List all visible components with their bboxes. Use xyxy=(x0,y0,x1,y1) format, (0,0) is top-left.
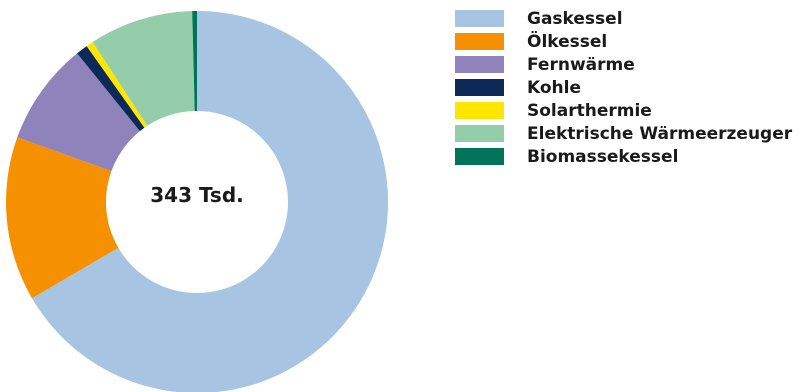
slice-biomassekessel xyxy=(192,11,197,112)
center-total-label: 343 Tsd. xyxy=(150,183,244,207)
donut-slices xyxy=(5,11,388,392)
legend-label: Fernwärme xyxy=(527,54,635,75)
slice-gaskessel xyxy=(31,11,388,392)
legend-item-elektrische-waermeerzeuger: Elektrische Wärmeerzeuger xyxy=(455,123,792,144)
legend-swatch xyxy=(455,56,504,73)
legend-label: Ölkessel xyxy=(527,31,608,52)
legend-item-solarthermie: Solarthermie xyxy=(455,100,792,121)
legend-label: Gaskessel xyxy=(527,8,623,29)
legend-swatch xyxy=(455,125,504,142)
legend-item-fernwaerme: Fernwärme xyxy=(455,54,792,75)
legend-swatch xyxy=(455,33,504,50)
legend-label: Biomassekessel xyxy=(527,146,679,167)
donut-chart: 343 Tsd. xyxy=(5,11,388,392)
legend-item-oelkessel: Ölkessel xyxy=(455,31,792,52)
slice-kohle xyxy=(77,46,145,132)
slice-ölkessel xyxy=(5,137,119,299)
legend-item-kohle: Kohle xyxy=(455,77,792,98)
legend-item-biomassekessel: Biomassekessel xyxy=(455,146,792,167)
legend: Gaskessel Ölkessel Fernwärme Kohle Solar… xyxy=(455,8,792,169)
legend-swatch xyxy=(455,148,504,165)
slice-elektrische-wärmeerzeuger xyxy=(92,11,195,126)
legend-item-gaskessel: Gaskessel xyxy=(455,8,792,29)
legend-label: Elektrische Wärmeerzeuger xyxy=(527,123,793,144)
legend-label: Kohle xyxy=(527,77,582,98)
legend-label: Solarthermie xyxy=(527,100,652,121)
legend-swatch xyxy=(455,79,504,96)
slice-fernwärme xyxy=(17,53,140,172)
legend-swatch xyxy=(455,102,504,119)
legend-swatch xyxy=(455,10,504,27)
slice-solarthermie xyxy=(86,42,148,128)
